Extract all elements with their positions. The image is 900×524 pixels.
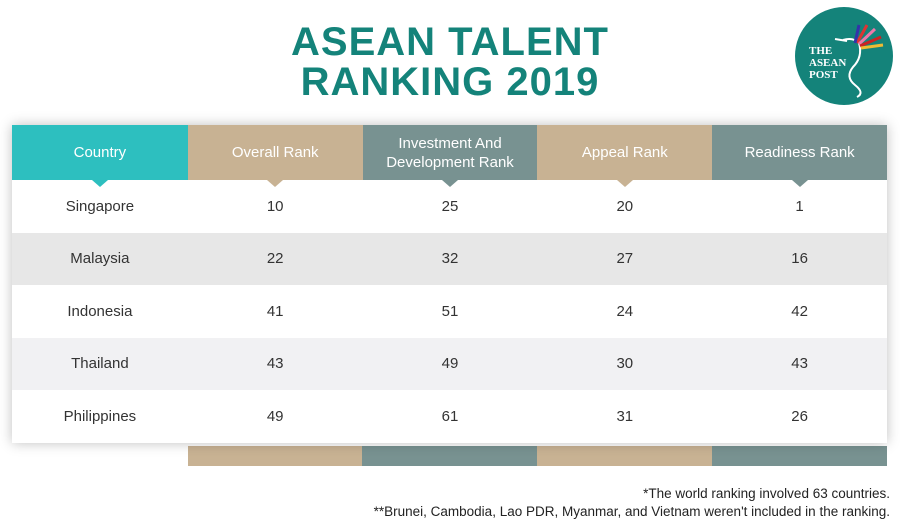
header-country: Country (12, 125, 188, 187)
decor-strip (188, 446, 363, 466)
cell-overall-rank: 10 (266, 197, 284, 215)
cell-country: Philippines (63, 407, 137, 425)
table-row: Malaysia 22 32 27 16 (12, 232, 887, 285)
header-readiness-rank: Readiness Rank (712, 125, 888, 187)
cell-country: Singapore (65, 197, 135, 215)
the-asean-post-logo: THE ASEAN POST (795, 7, 893, 105)
footnote-2: **Brunei, Cambodia, Lao PDR, Myanmar, an… (373, 504, 890, 519)
header-investment-rank: Investment And Development Rank (362, 125, 538, 187)
header-appeal-rank: Appeal Rank (537, 125, 713, 187)
cell-appeal-rank: 20 (616, 197, 634, 215)
cell-appeal-rank: 24 (616, 302, 634, 320)
table-row: Philippines 49 61 31 26 (12, 390, 887, 443)
table-row: Singapore 10 25 20 1 (12, 180, 887, 233)
cell-appeal-rank: 27 (616, 250, 634, 268)
cell-overall-rank: 49 (266, 407, 284, 425)
cell-country: Indonesia (67, 302, 133, 320)
cell-overall-rank: 41 (266, 302, 284, 320)
decor-strip (537, 446, 712, 466)
cell-readiness-rank: 43 (791, 355, 808, 373)
cell-investment-rank: 49 (441, 355, 459, 373)
cell-overall-rank: 43 (266, 355, 284, 373)
ranking-table: Country Overall Rank Investment And Deve… (12, 125, 888, 443)
footnote-1: *The world ranking involved 63 countries… (643, 486, 890, 501)
cell-investment-rank: 61 (441, 407, 459, 425)
cell-readiness-rank: 42 (791, 302, 808, 320)
cell-country: Thailand (71, 355, 129, 373)
cell-readiness-rank: 1 (795, 197, 804, 215)
cell-investment-rank: 32 (441, 250, 459, 268)
decor-strip (362, 446, 537, 466)
cell-investment-rank: 51 (441, 302, 459, 320)
table-row: Thailand 43 49 30 43 (12, 337, 887, 390)
cell-readiness-rank: 26 (791, 407, 808, 425)
cell-country: Malaysia (70, 250, 130, 268)
cell-appeal-rank: 31 (616, 407, 634, 425)
page-title: ASEAN TALENT RANKING 2019 (291, 20, 609, 104)
decor-strip (712, 446, 887, 466)
table-row: Indonesia 41 51 24 42 (12, 285, 887, 338)
cell-overall-rank: 22 (266, 250, 284, 268)
table-header: Country Overall Rank Investment And Deve… (12, 125, 888, 187)
header-overall-rank: Overall Rank (187, 125, 363, 187)
cell-investment-rank: 25 (441, 197, 459, 215)
cell-appeal-rank: 30 (616, 355, 634, 373)
cell-readiness-rank: 16 (791, 250, 808, 268)
